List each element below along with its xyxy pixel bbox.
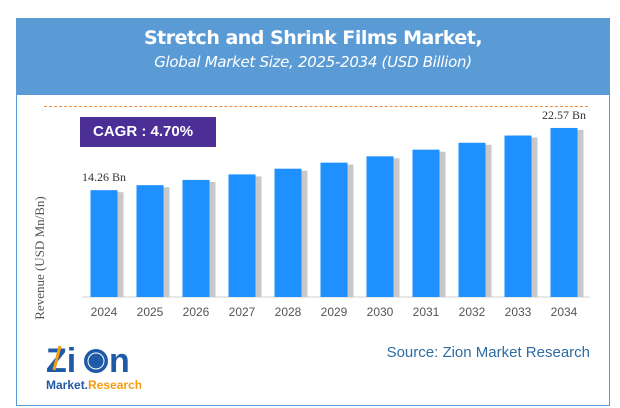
bar-2027 — [228, 174, 256, 297]
bar-shadow — [347, 164, 354, 297]
bar-shadow — [393, 158, 400, 297]
x-tick-label: 2030 — [367, 305, 394, 319]
source-text: Source: Zion Market Research — [386, 344, 590, 361]
bar-2031 — [412, 149, 440, 297]
svg-text:Market.Research: Market.Research — [46, 378, 141, 392]
bar-2034 — [550, 127, 578, 297]
x-tick-label: 2032 — [459, 305, 486, 319]
chart-subtitle: Global Market Size, 2025-2034 (USD Billi… — [154, 53, 472, 71]
x-tick-label: 2025 — [137, 305, 164, 319]
x-tick-label: 2034 — [551, 305, 578, 319]
bar-2029 — [320, 162, 348, 297]
divider — [44, 106, 588, 107]
bar-shadow — [439, 151, 446, 297]
bar-2033 — [504, 135, 532, 297]
data-label: 14.26 Bn — [82, 170, 126, 184]
bar-2026 — [182, 179, 210, 297]
x-tick-label: 2026 — [183, 305, 210, 319]
bar-2028 — [274, 168, 302, 297]
bar-shadow — [531, 137, 538, 297]
x-tick-label: 2029 — [321, 305, 348, 319]
bar-shadow — [209, 181, 216, 297]
chart-title: Stretch and Shrink Films Market, — [143, 27, 483, 49]
x-tick-label: 2031 — [413, 305, 440, 319]
x-tick-label: 2028 — [275, 305, 302, 319]
bar-shadow — [301, 170, 308, 297]
chart-header: Stretch and Shrink Films Market, Global … — [16, 18, 610, 95]
x-tick-label: 2024 — [91, 305, 118, 319]
x-tick-label: 2027 — [229, 305, 256, 319]
zion-logo: Zi n Market.Research — [46, 342, 142, 399]
bar-2032 — [458, 142, 486, 297]
bar-shadow — [163, 187, 170, 297]
bar-2025 — [136, 185, 164, 297]
x-tick-label: 2033 — [505, 305, 532, 319]
bar-2030 — [366, 156, 394, 297]
data-label: 22.57 Bn — [542, 108, 586, 122]
svg-text:Zi: Zi — [46, 342, 76, 380]
bar-shadow — [485, 144, 492, 297]
svg-text:n: n — [109, 342, 130, 380]
bar-shadow — [577, 129, 584, 297]
bar-2024 — [90, 190, 118, 297]
bar-shadow — [255, 176, 262, 297]
cagr-badge: CAGR : 4.70% — [80, 117, 216, 147]
bar-shadow — [117, 192, 124, 297]
